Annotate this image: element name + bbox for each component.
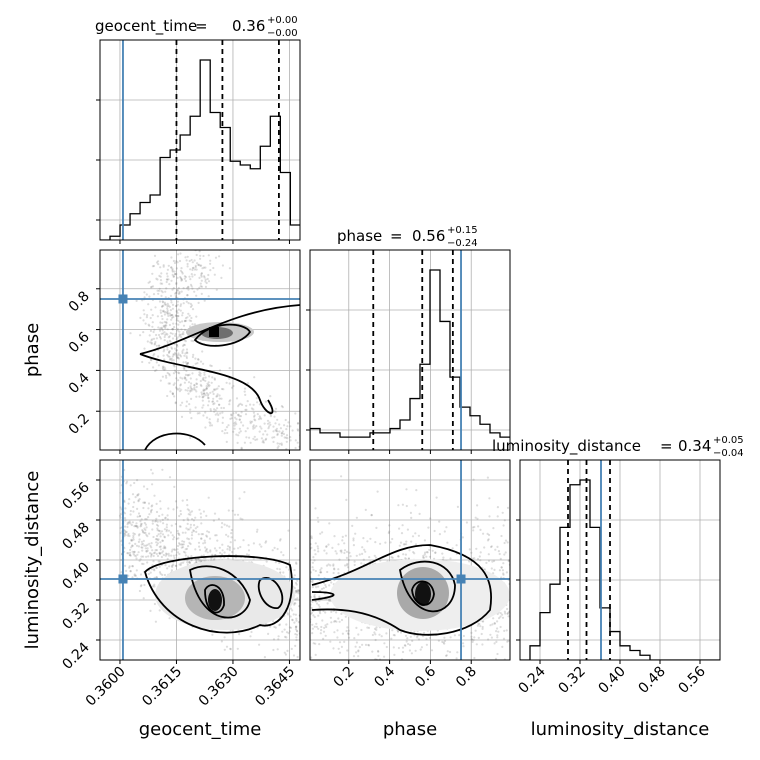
x-axis-label-geocent-time: geocent_time [139, 719, 262, 740]
xtick-label-luminosity-distance-4: 0.56 [675, 663, 708, 696]
ytick-label-phase-0: 0.2 [66, 411, 93, 438]
title-luminosity-distance-name: luminosity_distance [492, 437, 641, 456]
panel-geocent-time-vs-phase-contour-inner [193, 323, 252, 347]
xtick-label-luminosity-distance-2: 0.40 [595, 664, 628, 697]
panel-geocent-time-vs-luminosity-distance-contour-mid [189, 565, 251, 619]
ytick-label-luminosity-distance-4: 0.56 [59, 479, 92, 512]
panel-geocent-time-vs-phase-frame [99, 249, 301, 451]
xtick-label-geocent-time-0: 0.3600 [83, 664, 129, 710]
title-luminosity-distance-minus: −0.04 [713, 448, 744, 459]
title-geocent-time-median: 0.36 [232, 17, 265, 35]
hist-geocent-time-step [100, 59, 300, 240]
title-phase-eq: = [390, 227, 403, 245]
title-luminosity-distance-eq: = [660, 437, 673, 455]
tick-labels-layer: 0.3600 0.3615 0.3630 0.3645 0.2 0.4 0.6 0.8 0.24… [59, 240, 709, 710]
panel-geocent-time-vs-phase-truth-marker [118, 294, 128, 304]
ytick-label-luminosity-distance-3: 0.48 [59, 520, 92, 553]
xtick-label-phase-0: 0.2 [331, 664, 358, 691]
panel-geocent-time-vs-luminosity-distance-density-peak [208, 589, 222, 611]
title-phase-plus: +0.15 [447, 225, 478, 236]
xtick-label-geocent-time-1: 0.3615 [139, 664, 185, 710]
title-phase-name: phase [337, 227, 382, 245]
panels-layer [96, 39, 721, 661]
ytick-label-luminosity-distance-0: 0.24 [59, 639, 92, 672]
xtick-label-phase-1: 0.4 [371, 663, 398, 690]
xtick-label-phase-2: 0.6 [412, 663, 439, 690]
x-axis-label-luminosity-distance: luminosity_distance [531, 719, 710, 740]
title-phase-median: 0.56 [412, 227, 445, 245]
panel-phase-vs-luminosity-distance-contour-left [311, 591, 335, 601]
panel-phase-vs-luminosity-distance-contour-inner [411, 580, 435, 606]
panel-phase-vs-luminosity-distance-truth-marker [456, 574, 466, 584]
title-geocent-time-minus: −0.00 [267, 28, 298, 39]
xtick-label-luminosity-distance-3: 0.48 [635, 664, 668, 697]
panel-phase-vs-luminosity-distance-contour-outer [311, 544, 492, 636]
title-luminosity-distance-median: 0.34 [678, 437, 711, 455]
hist-phase-step [310, 269, 510, 450]
y-axis-label-phase: phase [22, 323, 43, 377]
hist-geocent-time-frame [99, 39, 301, 241]
panel-phase-vs-luminosity-distance-density-peak [415, 582, 431, 606]
ytick-label-phase-3: 0.8 [66, 288, 93, 315]
title-phase-minus: −0.24 [447, 238, 478, 249]
panel-geocent-time-vs-luminosity-distance-truth-marker [118, 574, 128, 584]
xtick-label-geocent-time-3: 0.3645 [252, 664, 298, 710]
ytick-label-luminosity-distance-1: 0.32 [59, 600, 92, 633]
xtick-label-luminosity-distance-0: 0.24 [515, 663, 548, 696]
panel-geocent-time-vs-luminosity-distance-contour-outer [143, 555, 293, 634]
ytick-label-phase-1: 0.4 [66, 370, 93, 397]
panel-geocent-time-vs-luminosity-distance-contour-inner [204, 584, 225, 614]
title-geocent-time-plus: +0.00 [267, 15, 298, 26]
ytick-label-phase-2: 0.6 [66, 329, 93, 356]
hist-phase-frame [309, 249, 511, 451]
panel-phase-vs-luminosity-distance-frame [309, 459, 511, 661]
xtick-label-geocent-time-2: 0.3630 [196, 664, 242, 710]
title-luminosity-distance-plus: +0.05 [713, 435, 744, 446]
x-axis-label-phase: phase [383, 719, 437, 740]
title-geocent-time-eq: = [195, 17, 208, 35]
xtick-label-luminosity-distance-1: 0.32 [555, 664, 588, 697]
panel-geocent-time-vs-phase-contour-bottom [144, 432, 206, 450]
panel-geocent-time-vs-phase-points [129, 250, 300, 450]
panel-phase-vs-luminosity-distance-contour-mid [399, 560, 456, 613]
xtick-label-phase-3: 0.8 [453, 664, 480, 691]
hist-luminosity-distance-step [520, 479, 720, 660]
panel-geocent-time-vs-phase-density-peak [209, 327, 219, 337]
y-axis-label-luminosity-distance: luminosity_distance [22, 471, 43, 650]
title-geocent-time-name: geocent_time [95, 17, 197, 36]
ytick-label-luminosity-distance-2: 0.40 [59, 560, 92, 593]
